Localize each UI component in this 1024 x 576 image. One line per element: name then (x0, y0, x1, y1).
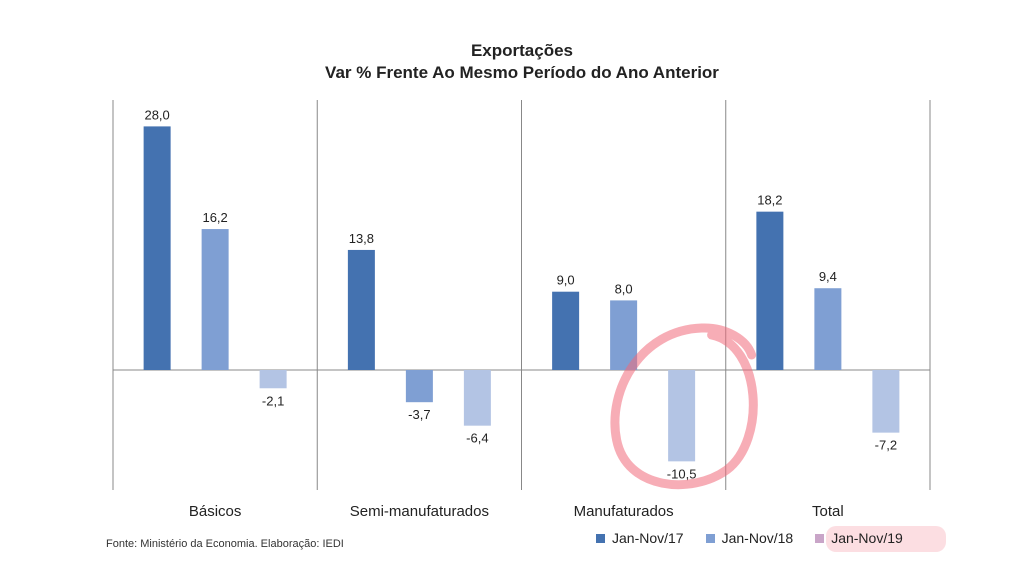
bar-Jan-Nov/18-Semi-manufaturados (405, 370, 433, 403)
data-label: -3,7 (408, 407, 430, 422)
legend-item-19: Jan-Nov/19 (815, 530, 903, 546)
legend-swatch-18 (705, 533, 715, 543)
bar-Jan-Nov/19-Manufaturados (668, 370, 696, 462)
legend-item-17: Jan-Nov/17 (596, 530, 684, 546)
data-label: 16,2 (202, 210, 227, 225)
data-label: -7,2 (875, 438, 897, 453)
bar-Jan-Nov/19-Total (872, 370, 900, 433)
bar-Jan-Nov/19-Semi-manufaturados (463, 370, 491, 426)
bar-Jan-Nov/17-Básicos (143, 126, 171, 371)
data-label: -6,4 (466, 431, 488, 446)
legend-item-18: Jan-Nov/18 (705, 530, 794, 546)
chart-subtitle: Var % Frente Ao Mesmo Período do Ano Ant… (325, 63, 719, 82)
bar-Jan-Nov/18-Manufaturados (610, 300, 638, 370)
bar-Jan-Nov/18-Total (814, 288, 842, 370)
chart-title-main: Exportações (470, 41, 574, 60)
legend-swatch-19 (815, 533, 825, 543)
category-label: Semi-manufaturados (350, 503, 489, 520)
data-label: 9,4 (819, 269, 837, 284)
data-label: 28,0 (144, 107, 169, 122)
bar-Jan-Nov/19-Básicos (259, 370, 287, 389)
bar-Jan-Nov/17-Semi-manufaturados (347, 249, 375, 370)
data-label: -2,1 (262, 393, 284, 408)
bar-Jan-Nov/18-Básicos (201, 229, 229, 370)
category-label: Manufaturados (574, 503, 674, 520)
bar-Jan-Nov/17-Manufaturados (552, 291, 580, 370)
legend-label-18: Jan-Nov/18 (721, 530, 794, 546)
legend-swatch-17 (596, 533, 605, 543)
category-label: Total (812, 503, 844, 520)
data-label: 18,2 (757, 193, 782, 208)
legend-highlight (826, 526, 946, 552)
legend-label-17: Jan-Nov/17 (612, 530, 684, 546)
legend: Jan-Nov/17 Jan-Nov/18 Jan-Nov/19 (596, 530, 925, 546)
bar-Jan-Nov/17-Total (756, 211, 784, 370)
legend-label-19: Jan-Nov/19 (831, 530, 903, 546)
source-note: Fonte: Ministério da Economia. Elaboraçã… (106, 538, 344, 550)
category-label: Básicos (189, 503, 242, 520)
highlight-circle (610, 323, 758, 490)
chart-title: Exportações Var % Frente Ao Mesmo Períod… (0, 40, 1024, 84)
data-label: -10,5 (667, 466, 697, 481)
data-label: 8,0 (615, 281, 633, 296)
data-label: 9,0 (557, 273, 575, 288)
data-label: 13,8 (349, 231, 374, 246)
